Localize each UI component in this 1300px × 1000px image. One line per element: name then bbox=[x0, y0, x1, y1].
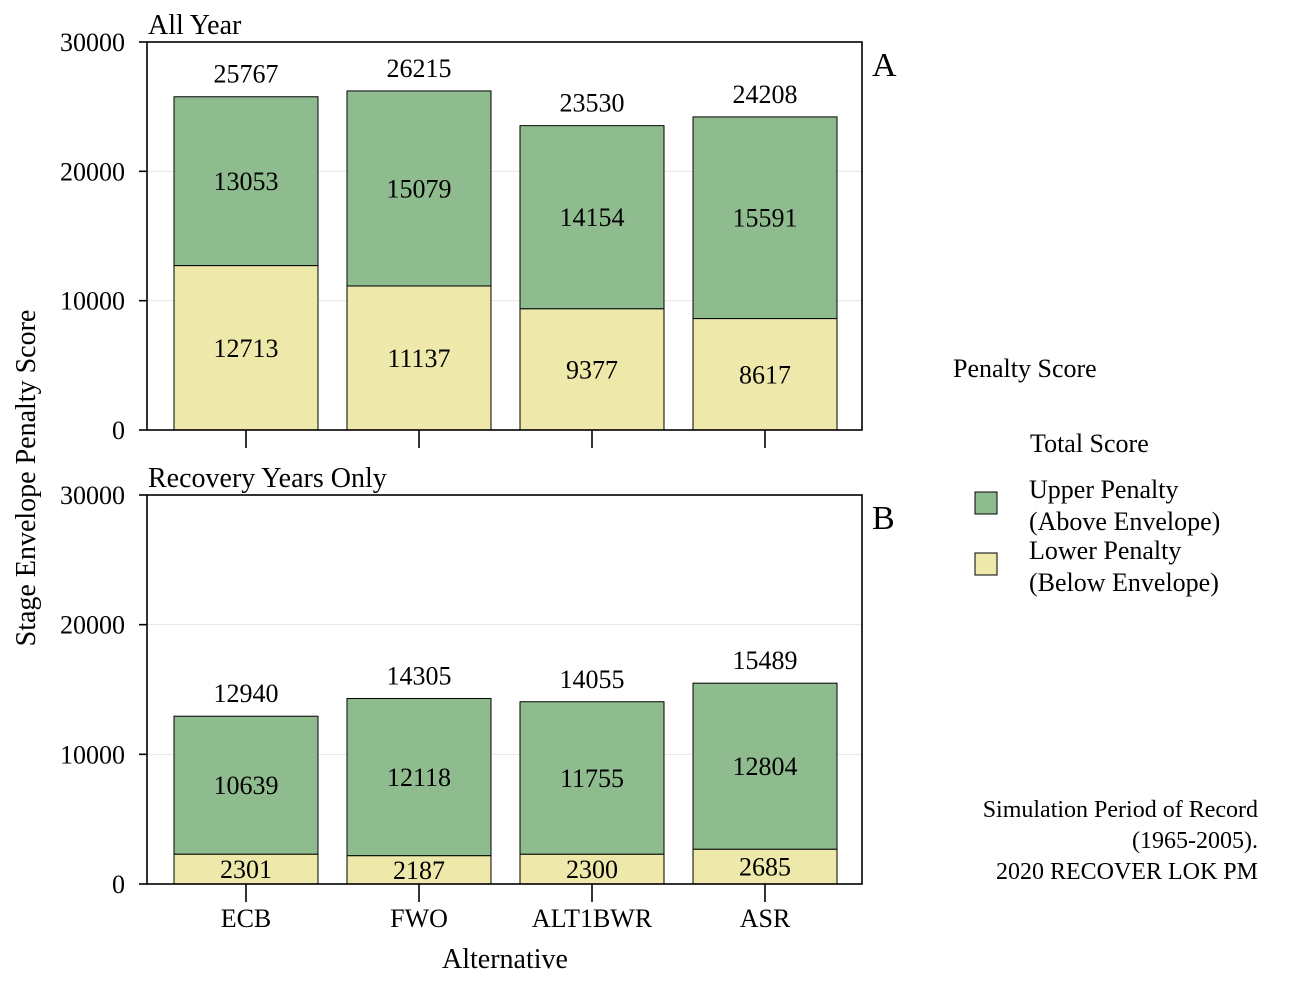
bar-lower-penalty bbox=[519, 853, 665, 885]
legend-subtitle: Total Score bbox=[1030, 429, 1149, 458]
x-axis-title: Alternative bbox=[442, 944, 568, 975]
y-axis-title: Stage Envelope Penalty Score bbox=[11, 310, 42, 647]
label-upper-penalty: 15079 bbox=[387, 174, 452, 203]
label-total-score: 26215 bbox=[387, 54, 452, 83]
bar-upper-penalty bbox=[692, 682, 838, 850]
y-tick-label: 0 bbox=[112, 416, 125, 445]
label-upper-penalty: 12804 bbox=[733, 752, 798, 781]
legend-swatch-upper bbox=[974, 491, 998, 515]
label-total-score: 12940 bbox=[214, 679, 279, 708]
y-tick-label: 10000 bbox=[60, 740, 125, 769]
note-line-3: 2020 RECOVER LOK PM bbox=[995, 859, 1258, 885]
legend-label-line2: (Above Envelope) bbox=[1029, 507, 1220, 536]
note-line-1: Simulation Period of Record bbox=[982, 797, 1258, 823]
bar-upper-penalty bbox=[519, 125, 665, 310]
bar-upper-penalty bbox=[173, 715, 319, 855]
panel-letter: A bbox=[872, 47, 897, 84]
panel-title: All Year bbox=[148, 10, 242, 41]
y-tick-label: 20000 bbox=[60, 157, 125, 186]
label-total-score: 14305 bbox=[387, 662, 452, 691]
label-upper-penalty: 10639 bbox=[214, 771, 279, 800]
x-tick-label: FWO bbox=[390, 904, 448, 933]
bar-upper-penalty bbox=[519, 701, 665, 855]
label-total-score: 25767 bbox=[214, 60, 279, 89]
y-tick-label: 30000 bbox=[60, 481, 125, 510]
bar-upper-penalty bbox=[346, 90, 492, 287]
x-tick-label: ASR bbox=[740, 904, 791, 933]
label-total-score: 14055 bbox=[560, 665, 625, 694]
label-lower-penalty: 8617 bbox=[739, 360, 791, 389]
label-upper-penalty: 13053 bbox=[214, 167, 279, 196]
label-upper-penalty: 15591 bbox=[733, 204, 798, 233]
label-total-score: 15489 bbox=[733, 646, 798, 675]
bar-upper-penalty bbox=[346, 698, 492, 857]
label-lower-penalty: 11137 bbox=[387, 344, 450, 373]
label-lower-penalty: 12713 bbox=[214, 334, 279, 363]
label-lower-penalty: 2685 bbox=[739, 853, 791, 882]
bar-lower-penalty bbox=[173, 265, 319, 431]
note-line-2: (1965-2005). bbox=[1132, 828, 1258, 854]
label-total-score: 23530 bbox=[560, 89, 625, 118]
legend-label-line1: Upper Penalty bbox=[1029, 475, 1178, 504]
y-tick-label: 30000 bbox=[60, 28, 125, 57]
x-tick-label: ALT1BWR bbox=[532, 904, 653, 933]
bar-upper-penalty bbox=[173, 96, 319, 267]
panel-letter: B bbox=[872, 500, 895, 537]
bar-upper-penalty bbox=[692, 116, 838, 320]
bar-lower-penalty bbox=[692, 318, 838, 431]
y-tick-label: 10000 bbox=[60, 287, 125, 316]
label-upper-penalty: 14154 bbox=[560, 203, 625, 232]
bar-lower-penalty bbox=[346, 285, 492, 431]
label-lower-penalty: 2301 bbox=[220, 855, 272, 884]
legend-title: Penalty Score bbox=[953, 354, 1097, 383]
legend-label-line1: Lower Penalty bbox=[1029, 536, 1181, 565]
label-lower-penalty: 2187 bbox=[393, 856, 445, 885]
y-tick-label: 20000 bbox=[60, 611, 125, 640]
x-tick-label: ECB bbox=[221, 904, 272, 933]
label-total-score: 24208 bbox=[733, 80, 798, 109]
legend-swatch-lower bbox=[974, 552, 998, 576]
label-upper-penalty: 11755 bbox=[560, 764, 624, 793]
plot-frame bbox=[146, 494, 863, 885]
label-upper-penalty: 12118 bbox=[387, 763, 451, 792]
label-lower-penalty: 2300 bbox=[566, 855, 618, 884]
label-lower-penalty: 9377 bbox=[566, 355, 618, 384]
y-tick-label: 0 bbox=[112, 870, 125, 899]
legend-label-line2: (Below Envelope) bbox=[1029, 568, 1219, 597]
bar-lower-penalty bbox=[519, 308, 665, 431]
plot-frame bbox=[146, 41, 863, 431]
source-note: Simulation Period of Record (1965-2005).… bbox=[983, 795, 1258, 888]
panel-title: Recovery Years Only bbox=[148, 463, 387, 494]
